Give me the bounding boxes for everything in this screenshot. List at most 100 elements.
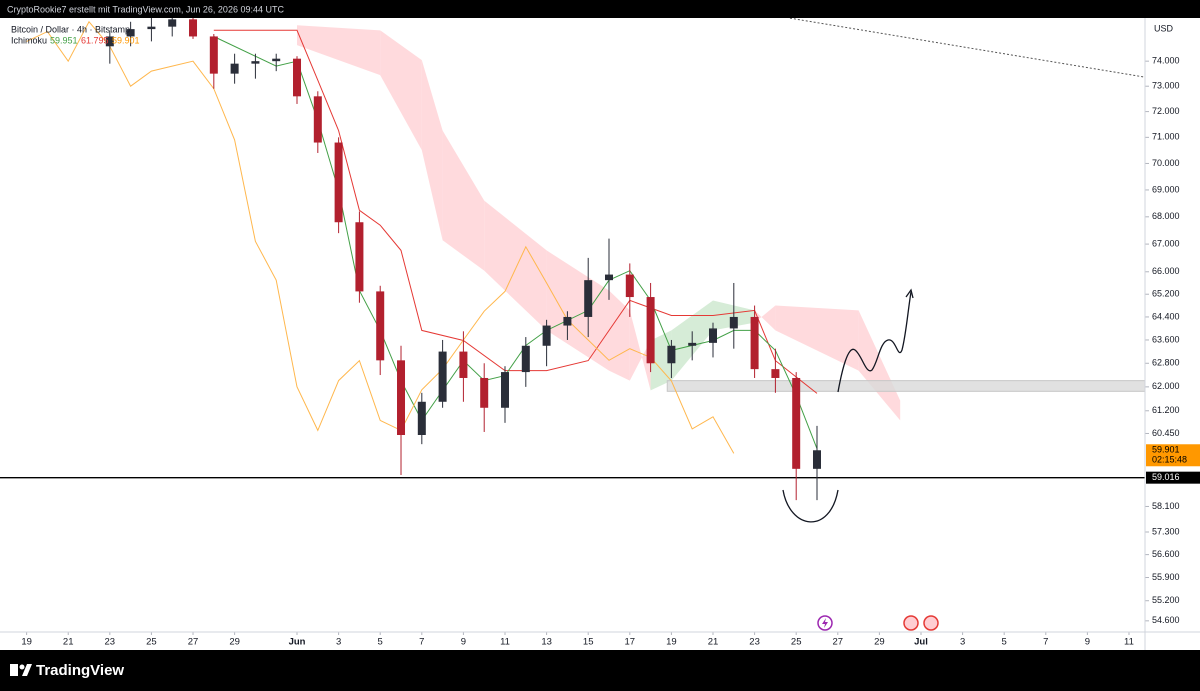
logo-part: [19, 664, 25, 670]
candle-body: [812, 450, 821, 469]
ichimoku-cloud: [297, 25, 381, 76]
x-tick-label: 17: [625, 637, 636, 648]
x-tick-label: 29: [229, 637, 240, 648]
x-tick-label: 25: [791, 637, 802, 648]
candle-body: [688, 342, 697, 346]
ichimoku-cloud: [754, 305, 776, 331]
x-tick-label: 21: [708, 637, 719, 648]
candle-body: [189, 19, 198, 37]
y-tick-label: 72.000: [1152, 106, 1180, 116]
candle-body: [334, 142, 343, 223]
indicator-value: 61.795: [81, 35, 109, 45]
candle-body: [168, 19, 177, 27]
ichimoku-cloud: [546, 250, 610, 371]
attribution: CryptoRookie7 erstellt mit TradingView.c…: [7, 4, 284, 14]
y-tick-label: 55.200: [1152, 595, 1180, 605]
level-label: 59.016: [1152, 472, 1180, 482]
y-tick-label: 60.450: [1152, 428, 1180, 438]
y-tick-label: 64.400: [1152, 311, 1180, 321]
drawn-arrowhead: [905, 288, 914, 299]
drawings: [782, 288, 914, 523]
x-tick-label: Jul: [914, 637, 928, 648]
x-tick-label: 19: [666, 637, 677, 648]
y-tick-label: 68.000: [1152, 211, 1180, 221]
y-tick-label: 62.000: [1152, 381, 1180, 391]
candle-body: [729, 316, 738, 329]
y-tick-label: 65.200: [1152, 289, 1180, 299]
candle-body: [667, 345, 676, 364]
ichimoku-cloud: [484, 200, 547, 331]
x-tick-label: 5: [1002, 637, 1007, 648]
x-tick-label: 23: [749, 637, 760, 648]
x-tick-label: 21: [63, 637, 74, 648]
candle-body: [209, 36, 218, 74]
candle-body: [376, 291, 385, 361]
candle-body: [521, 345, 530, 373]
last-price-label: 59.901: [1152, 445, 1180, 455]
ichimoku-cloud: [609, 290, 630, 381]
candle-body: [480, 377, 489, 408]
ichimoku-cloud: [629, 310, 651, 391]
logo-part: [10, 664, 18, 676]
drawn-curve: [782, 489, 839, 523]
x-tick-label: 3: [960, 637, 965, 648]
candle-body: [563, 316, 572, 326]
candle-body: [605, 274, 614, 281]
drawn-path: [837, 291, 912, 393]
brand-logo: [10, 664, 32, 676]
candle-body: [771, 369, 780, 378]
candle-body: [438, 351, 447, 402]
x-tick-label: 27: [188, 637, 199, 648]
y-tick-label: 57.300: [1152, 526, 1180, 536]
candle-body: [293, 58, 302, 97]
indicator-line: [26, 20, 735, 454]
x-tick-label: Jun: [289, 637, 306, 648]
y-tick-label: 54.600: [1152, 615, 1180, 625]
candle-body: [230, 63, 239, 74]
ichimoku-cloud: [858, 310, 901, 421]
x-tick-label: 15: [583, 637, 594, 648]
y-tick-label: 71.000: [1152, 132, 1180, 142]
x-tick-label: 3: [336, 637, 341, 648]
candle-body: [397, 360, 406, 435]
logo-part: [22, 664, 32, 676]
y-tick-label: 58.100: [1152, 501, 1180, 511]
candle-body: [646, 297, 655, 364]
brand: TradingView: [36, 662, 124, 679]
candle-body: [708, 328, 717, 343]
candle-body: [417, 401, 426, 435]
attribution-bar: [0, 0, 1200, 18]
candle-body: [105, 36, 114, 47]
x-tick-label: 5: [378, 637, 383, 648]
y-tick-label: 61.200: [1152, 405, 1180, 415]
symbol-title: Bitcoin / Dollar · 4h · Bitstamp: [11, 24, 130, 34]
x-tick-label: 29: [874, 637, 885, 648]
x-tick-label: 7: [419, 637, 424, 648]
plot-area: [0, 18, 1145, 501]
y-tick-label: 73.000: [1152, 81, 1180, 91]
y-tick-label: 70.000: [1152, 158, 1180, 168]
candle-body: [501, 372, 510, 408]
event-icons: [817, 615, 939, 631]
indicator-value: 59.951: [50, 35, 78, 45]
x-tick-label: 11: [1124, 637, 1134, 648]
x-tick-label: 7: [1043, 637, 1048, 648]
y-tick-label: 69.000: [1152, 184, 1180, 194]
y-tick-label: 66.000: [1152, 266, 1180, 276]
indicator-value: 59.901: [112, 35, 140, 45]
indicator-name: Ichimoku: [11, 35, 47, 45]
indicator-line: [213, 29, 818, 394]
candle-body: [251, 61, 260, 64]
candle-body: [126, 29, 135, 37]
x-tick-label: 9: [1085, 637, 1090, 648]
event-icon: [903, 615, 919, 631]
candle-body: [792, 377, 801, 469]
y-tick-label: 67.000: [1152, 238, 1180, 248]
y-tick-label: 63.600: [1152, 334, 1180, 344]
y-tick-label: 56.600: [1152, 549, 1180, 559]
ichimoku-cloud: [775, 305, 859, 371]
candle-body: [355, 222, 364, 292]
candle-body: [459, 351, 468, 378]
x-tick-label: 23: [105, 637, 116, 648]
